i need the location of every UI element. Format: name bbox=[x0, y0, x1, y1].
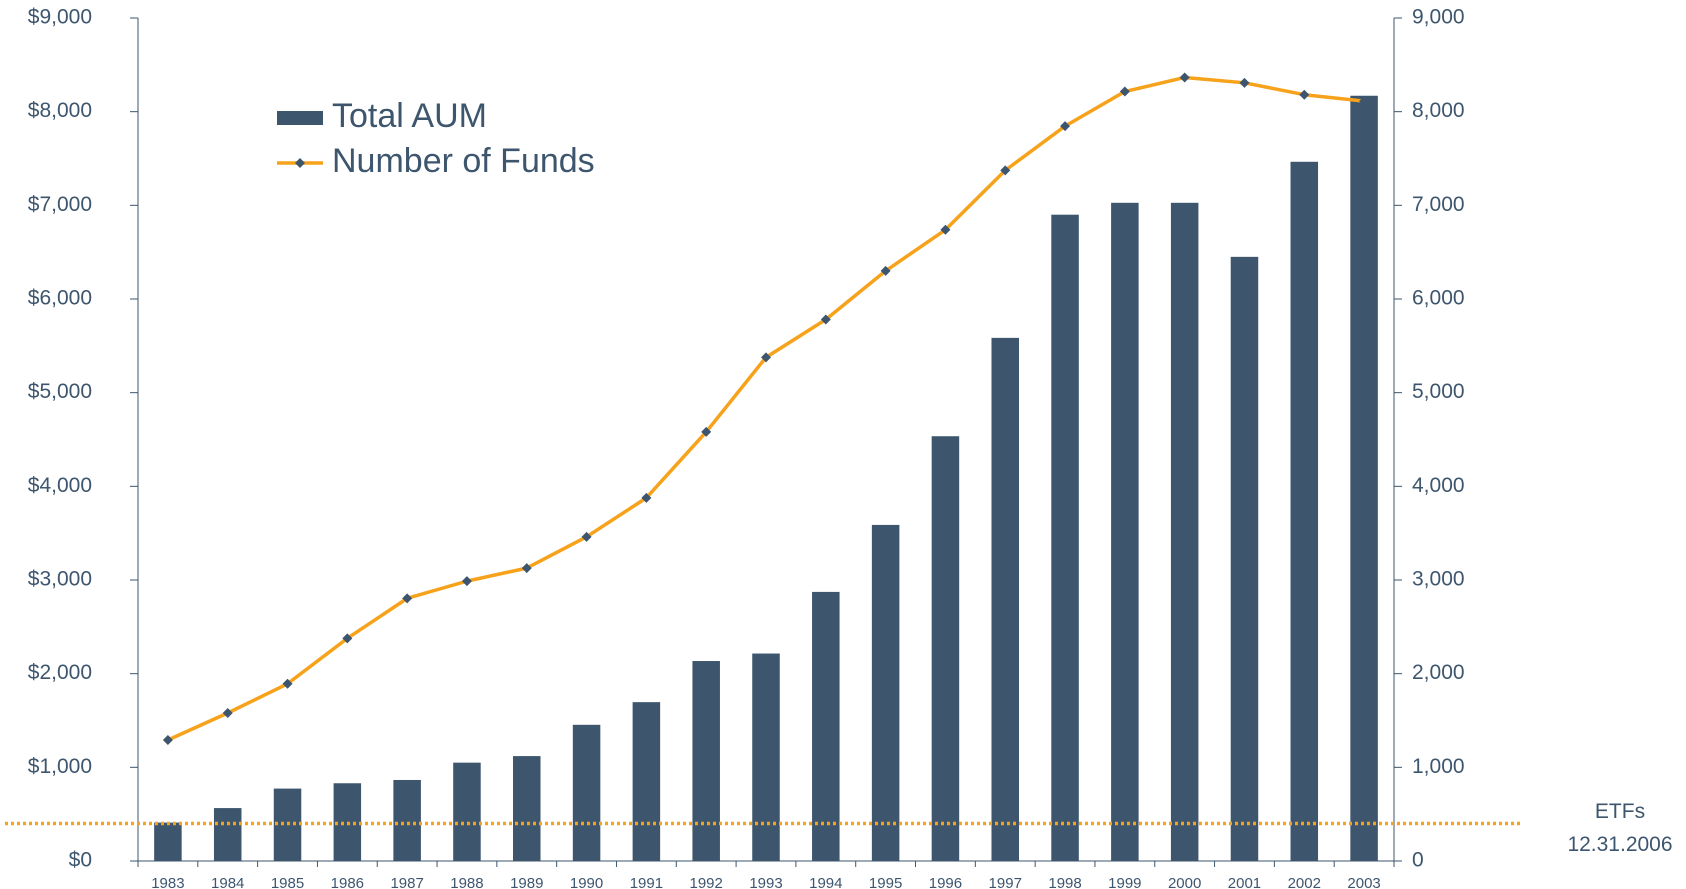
bar bbox=[632, 702, 661, 861]
x-tick-label: 1984 bbox=[211, 875, 244, 889]
line-marker bbox=[1239, 77, 1250, 88]
x-tick-label: 1983 bbox=[151, 875, 184, 889]
line-marker bbox=[1299, 89, 1310, 100]
bar bbox=[154, 822, 182, 861]
line-marker bbox=[820, 314, 831, 325]
y2-tick-label: 8,000 bbox=[1412, 99, 1465, 122]
y2-tick-label: 5,000 bbox=[1412, 380, 1465, 403]
y2-tick-label: 6,000 bbox=[1412, 287, 1465, 310]
x-tick-label: 1994 bbox=[809, 875, 842, 889]
annotation-label: ETFs bbox=[1595, 800, 1645, 823]
line-marker bbox=[282, 678, 293, 689]
bar bbox=[393, 779, 421, 861]
line-marker bbox=[162, 734, 173, 745]
bar bbox=[1350, 95, 1378, 861]
x-tick-label: 2002 bbox=[1288, 875, 1321, 889]
legend-marker bbox=[295, 158, 305, 168]
legend-label: Number of Funds bbox=[332, 142, 595, 180]
x-tick-label: 1996 bbox=[929, 875, 962, 889]
y-tick-label: $6,000 bbox=[28, 287, 92, 310]
line-marker bbox=[1119, 86, 1130, 97]
line-marker bbox=[641, 492, 652, 503]
y2-tick-label: 1,000 bbox=[1412, 755, 1465, 778]
bar bbox=[692, 661, 720, 861]
bar bbox=[1230, 256, 1259, 862]
line-marker bbox=[701, 426, 712, 437]
x-tick-label: 2001 bbox=[1228, 875, 1261, 889]
y2-tick-label: 3,000 bbox=[1412, 568, 1465, 591]
line-marker bbox=[1179, 72, 1190, 83]
line-marker bbox=[1060, 121, 1071, 132]
line-marker bbox=[521, 563, 532, 574]
bar bbox=[1290, 161, 1319, 862]
x-tick-label: 1999 bbox=[1108, 875, 1141, 889]
bar bbox=[572, 724, 601, 861]
line-marker bbox=[402, 593, 413, 604]
legend-swatch bbox=[277, 111, 323, 125]
y-tick-label: $7,000 bbox=[28, 193, 92, 216]
x-tick-label: 1995 bbox=[869, 875, 902, 889]
x-tick-label: 1997 bbox=[989, 875, 1022, 889]
y2-tick-label: 4,000 bbox=[1412, 474, 1465, 497]
x-tick-label: 1989 bbox=[510, 875, 543, 889]
y-tick-label: $4,000 bbox=[28, 474, 92, 497]
annotation-label: 12.31.2006 bbox=[1567, 833, 1672, 856]
bar bbox=[991, 337, 1019, 861]
x-tick-label: 1986 bbox=[331, 875, 364, 889]
y-tick-label: $5,000 bbox=[28, 380, 92, 403]
y2-tick-label: 9,000 bbox=[1412, 6, 1465, 29]
bar bbox=[812, 591, 840, 861]
line-marker bbox=[880, 265, 891, 276]
line-marker bbox=[1000, 165, 1011, 176]
y2-tick-label: 2,000 bbox=[1412, 661, 1465, 684]
bar bbox=[453, 762, 481, 861]
y-tick-label: $0 bbox=[69, 849, 92, 872]
y2-tick-label: 0 bbox=[1412, 849, 1424, 872]
bar bbox=[931, 436, 960, 861]
bar bbox=[513, 756, 541, 861]
x-tick-label: 1992 bbox=[690, 875, 723, 889]
legend-label: Total AUM bbox=[332, 97, 487, 135]
bar bbox=[1170, 202, 1199, 862]
bar bbox=[1051, 214, 1079, 861]
x-tick-label: 2000 bbox=[1168, 875, 1201, 889]
x-tick-label: 1985 bbox=[271, 875, 304, 889]
line-marker bbox=[222, 708, 233, 719]
y-tick-label: $2,000 bbox=[28, 661, 92, 684]
y-tick-label: $9,000 bbox=[28, 6, 92, 29]
line-marker bbox=[940, 224, 951, 235]
bar bbox=[1111, 202, 1139, 862]
x-tick-label: 2003 bbox=[1347, 875, 1380, 889]
line-marker bbox=[761, 352, 771, 363]
bar bbox=[752, 653, 780, 861]
bar bbox=[213, 808, 242, 861]
x-tick-label: 1998 bbox=[1048, 875, 1081, 889]
bar bbox=[871, 524, 900, 861]
line-marker bbox=[1359, 96, 1370, 107]
y2-tick-label: 7,000 bbox=[1412, 193, 1465, 216]
line-marker bbox=[581, 531, 592, 542]
y-tick-label: $1,000 bbox=[28, 755, 92, 778]
y-tick-label: $3,000 bbox=[28, 568, 92, 591]
x-tick-label: 1988 bbox=[450, 875, 483, 889]
y-tick-label: $8,000 bbox=[28, 99, 92, 122]
line-marker bbox=[342, 633, 353, 644]
x-tick-label: 1993 bbox=[749, 875, 782, 889]
x-tick-label: 1990 bbox=[570, 875, 603, 889]
x-tick-label: 1991 bbox=[630, 875, 663, 889]
x-tick-label: 1987 bbox=[390, 875, 423, 889]
line-marker bbox=[461, 576, 472, 587]
